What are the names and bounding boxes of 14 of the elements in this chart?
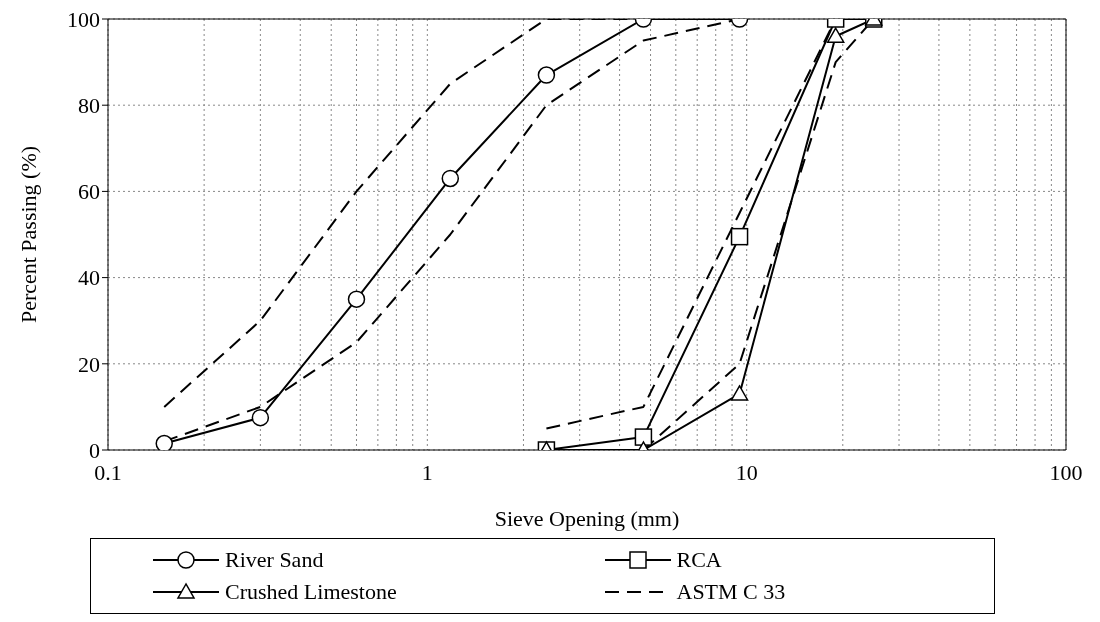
legend-label: RCA: [676, 547, 722, 573]
y-tick-label: 40: [78, 265, 100, 291]
y-tick-label: 60: [78, 179, 100, 205]
y-tick-label: 80: [78, 93, 100, 119]
y-tick-label: 100: [67, 6, 100, 32]
x-tick-label: 1: [421, 459, 433, 485]
x-tick-label: 100: [1049, 459, 1083, 485]
y-tick-label: 20: [78, 351, 100, 377]
legend-label: Crushed Limestone: [225, 579, 397, 605]
x-tick-label: 10: [735, 459, 758, 485]
y-axis-title: Percent Passing (%): [15, 145, 41, 324]
legend-label: ASTM C 33: [676, 579, 786, 605]
legend-label: River Sand: [225, 547, 324, 573]
x-axis-title: Sieve Opening (mm): [494, 506, 680, 531]
